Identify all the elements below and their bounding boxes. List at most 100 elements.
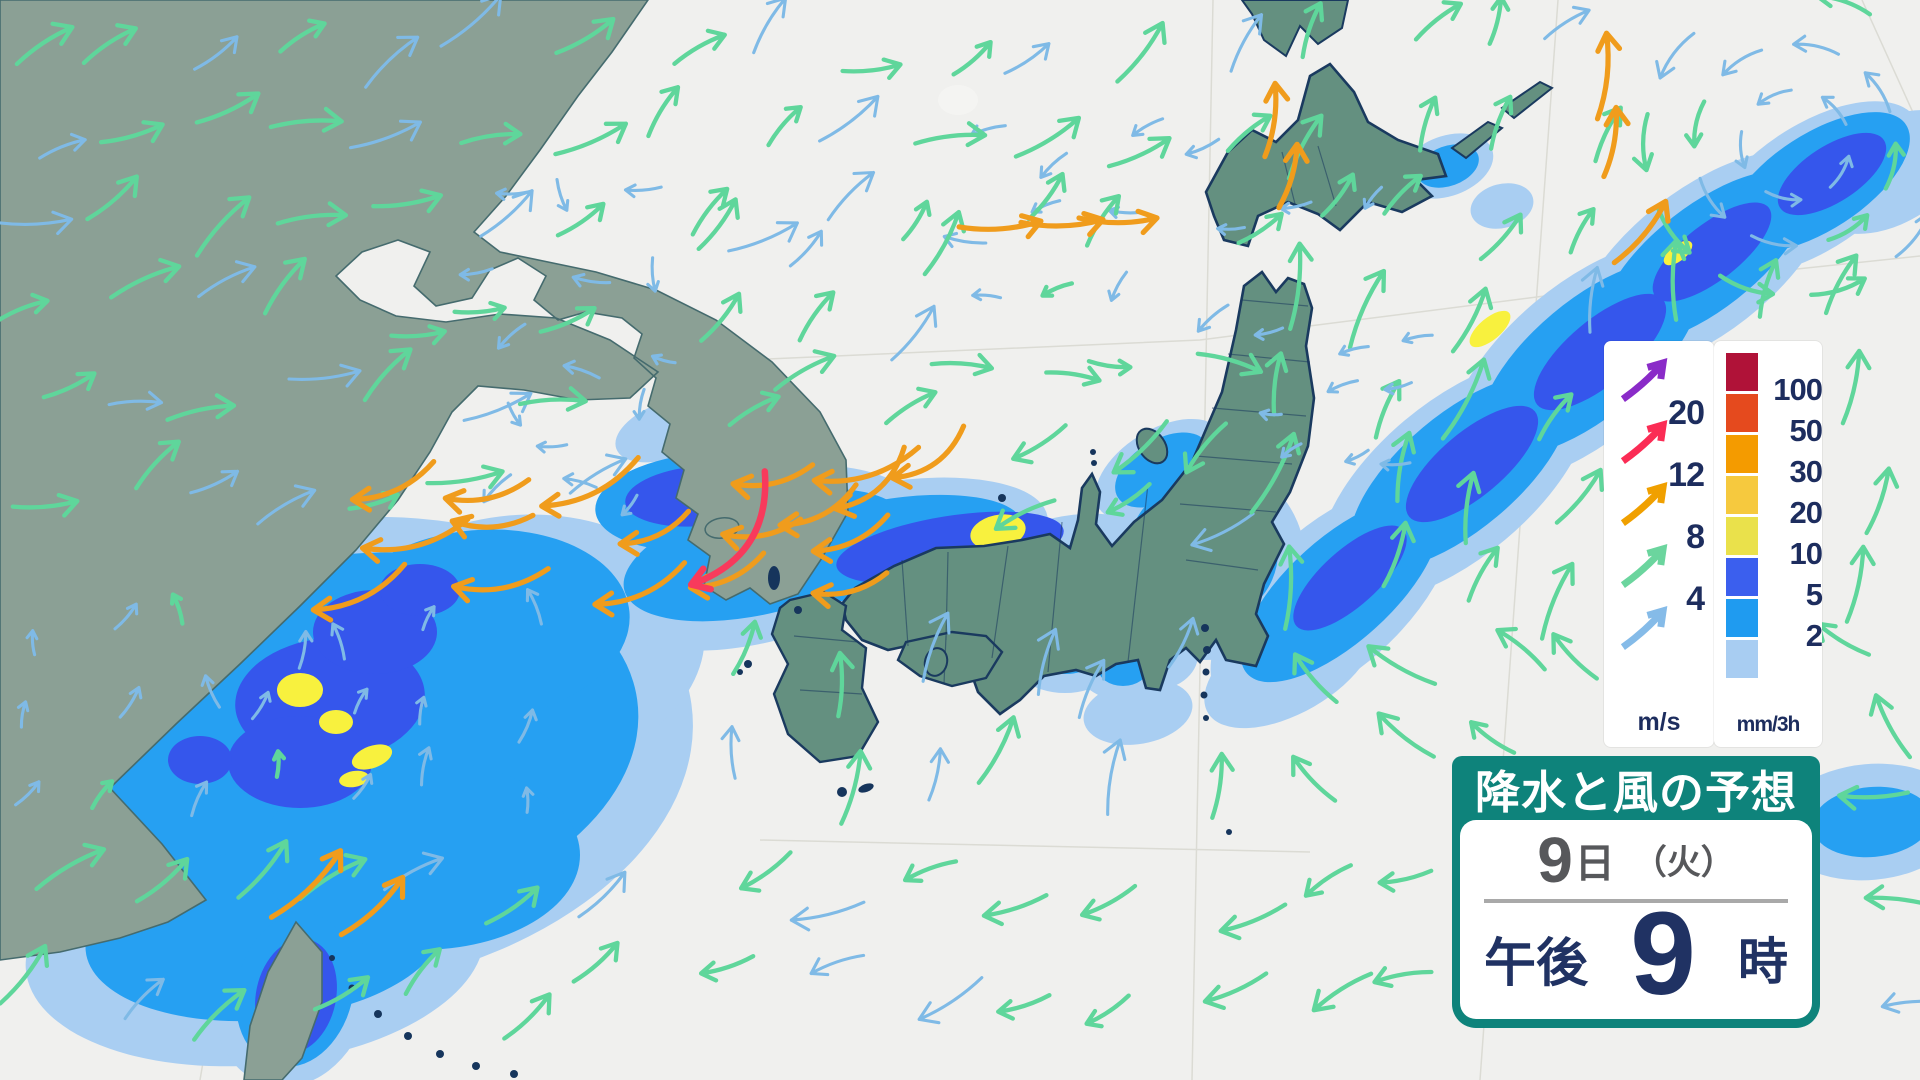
wind-arrow <box>1196 303 1230 333</box>
wind-arrow <box>1580 265 1605 334</box>
wind-arrow <box>1488 94 1514 151</box>
wind-arrow <box>1450 286 1494 354</box>
wind-speed-arrow-icon <box>1620 482 1668 526</box>
wind-arrow <box>951 39 993 77</box>
wind-arrow <box>1264 351 1289 417</box>
wind-arrow <box>0 210 74 236</box>
wind-arrow <box>190 780 209 818</box>
wind-arrow <box>262 256 307 316</box>
wind-arrow <box>14 21 75 67</box>
wind-arrow <box>1077 658 1106 720</box>
wind-arrow <box>1303 863 1353 898</box>
wind-arrow <box>698 954 756 983</box>
wind-arrow <box>1011 423 1068 465</box>
wind-arrow <box>617 508 692 557</box>
wind-arrow <box>495 187 531 201</box>
wind-arrow <box>927 747 950 802</box>
divider-line <box>1484 899 1788 903</box>
swirl-arrow <box>1734 130 1749 170</box>
wind-arrow <box>766 104 803 148</box>
precip-scale-value: 20 <box>1789 495 1823 530</box>
rain-cell-mid <box>1812 786 1920 858</box>
prefecture-borders <box>793 145 1337 695</box>
swirl-arrow <box>1894 217 1920 259</box>
wind-speed-value: 8 <box>1686 518 1705 556</box>
wind-arrow <box>890 304 938 362</box>
wind-arrow <box>1258 408 1283 422</box>
wind-arrow <box>90 779 115 811</box>
wind-arrow <box>1868 693 1913 760</box>
swirl-arrow <box>1883 141 1906 191</box>
wind-arrow <box>810 512 891 564</box>
wind-arrow <box>632 387 646 421</box>
wind-arrow <box>1311 971 1374 1013</box>
swirl-arrow <box>1655 31 1696 80</box>
rain-cell-heavy <box>228 716 372 808</box>
forecast-date: 9 日 （火） <box>1460 820 1812 899</box>
wind-arrow <box>1320 172 1357 218</box>
rain-cell-heavy <box>1777 132 1887 216</box>
swirl-arrow <box>1749 234 1798 256</box>
wind-arrow <box>425 464 505 490</box>
wind-arrow <box>38 132 87 160</box>
wind-speed-arrow-icon <box>1620 358 1668 402</box>
wind-legend-row: 8 <box>1612 479 1708 556</box>
wind-arrow <box>1880 992 1920 1014</box>
small-islands <box>329 427 1232 1078</box>
wind-arrow <box>10 492 80 518</box>
wind-arrow <box>1382 173 1423 216</box>
wind-arrow <box>917 976 984 1025</box>
wind-arrow <box>1253 326 1285 341</box>
wind-arrow <box>738 850 793 893</box>
swirl-arrow <box>1809 276 1867 297</box>
wind-arrow <box>189 469 240 495</box>
wind-arrow <box>1044 365 1102 387</box>
legend-arrow <box>1620 358 1668 402</box>
wind-arrow <box>1401 331 1434 345</box>
wind-legend-row: 4 <box>1612 541 1708 618</box>
wind-arrow <box>1084 993 1131 1029</box>
wind-arrow <box>1440 357 1492 441</box>
wind-arrow <box>1115 20 1167 84</box>
wind-arrow <box>442 477 532 515</box>
wind-arrow <box>1864 466 1900 536</box>
wind-arrow <box>620 493 639 517</box>
wind-arrow <box>415 695 428 726</box>
wind-arrow <box>1218 902 1288 941</box>
wind-arrow <box>1291 754 1338 803</box>
wind-arrow <box>525 588 543 626</box>
wind-arrow <box>818 94 880 143</box>
wind-arrow <box>571 940 620 984</box>
swirl-arrow <box>1684 99 1707 149</box>
wind-speed-value: 4 <box>1686 580 1705 618</box>
wind-arrow <box>1863 884 1920 911</box>
feature-arrow <box>777 482 859 539</box>
forecast-time: 午後 9 時 <box>1460 895 1812 1019</box>
wind-arrow <box>810 570 890 609</box>
forecast-time-panel: 9 日 （火） 午後 9 時 <box>1460 820 1812 1019</box>
wind-arrow <box>577 870 627 919</box>
wind-speed-value: 20 <box>1668 394 1705 432</box>
wind-arrow <box>789 900 866 932</box>
wind-arrow <box>1413 0 1464 42</box>
wind-arrow <box>14 780 41 807</box>
wind-arrow <box>727 390 781 428</box>
feature-arrow <box>687 468 769 593</box>
wind-arrow <box>1229 13 1264 73</box>
wind-arrow <box>571 272 612 288</box>
wind-arrow <box>1184 137 1221 160</box>
wind-arrow <box>1568 206 1596 255</box>
swirl-arrow <box>1826 213 1870 243</box>
swirl-arrow <box>1631 111 1654 173</box>
wind-arrow <box>553 121 629 157</box>
wind-arrow <box>1003 42 1051 75</box>
wind-arrow <box>85 174 139 222</box>
wind-arrow <box>275 201 349 228</box>
wind-arrow <box>1167 616 1200 669</box>
wind-arrow <box>1225 112 1273 153</box>
wind-arrow <box>1278 544 1305 631</box>
feature-arrow <box>1601 104 1631 180</box>
wind-arrow <box>1377 868 1434 893</box>
